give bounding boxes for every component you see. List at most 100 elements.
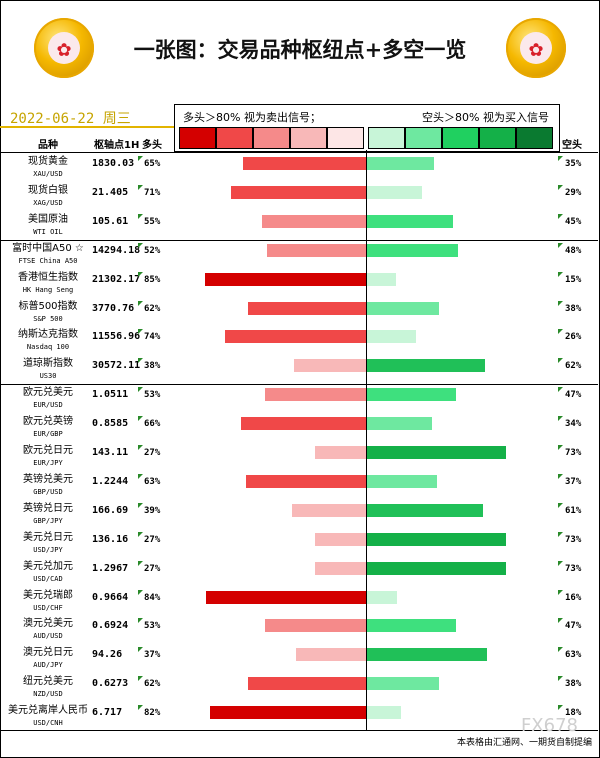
instrument-name-cn: 美国原油 xyxy=(28,213,68,225)
pct-marker-icon xyxy=(138,387,143,393)
pivot-value: 1.0511 xyxy=(92,389,129,401)
long-bar xyxy=(248,677,366,691)
pivot-value: 105.61 xyxy=(92,215,129,227)
pct-marker-icon xyxy=(558,300,563,306)
pct-marker-icon xyxy=(558,618,563,624)
instrument-code: EUR/USD xyxy=(33,401,63,410)
logo-right-icon: ✿ xyxy=(506,18,566,78)
instrument-name: 美元兑加元 USD/CAD xyxy=(8,561,88,585)
footer-note: 本表格由汇通网、一期货自制提编 xyxy=(456,738,592,748)
pct-marker-icon xyxy=(138,676,143,682)
long-bar xyxy=(314,532,366,546)
instrument-name: 现货黄金 XAU/USD xyxy=(8,156,88,180)
instrument-code: AUD/USD xyxy=(33,632,63,641)
signal-legend: 多头＞80% 视为卖出信号； 空头＞80% 视为买入信号 xyxy=(174,104,560,152)
instrument-code: S&P 500 xyxy=(33,314,63,323)
long-pct-label: 37% xyxy=(144,650,161,661)
pct-marker-icon xyxy=(558,531,563,537)
legend-swatch-red-2 xyxy=(253,127,290,149)
instrument-name: 美国原油 WTI OIL xyxy=(8,214,88,238)
pct-marker-icon xyxy=(138,213,143,219)
long-bar xyxy=(242,157,366,170)
instrument-name: 富时中国A50 ☆ FTSE China A50 xyxy=(8,243,88,267)
long-bar xyxy=(293,359,366,373)
long-pct-label: 63% xyxy=(144,476,161,487)
instrument-name-cn: 道琼斯指数 xyxy=(23,358,73,370)
pct-marker-icon xyxy=(138,329,143,335)
long-bar xyxy=(206,590,366,604)
long-pct-label: 53% xyxy=(144,621,161,632)
short-pct-label: 73% xyxy=(565,534,582,545)
pivot-value: 143.11 xyxy=(92,447,129,458)
short-bar xyxy=(367,185,423,199)
long-bar xyxy=(267,243,366,257)
legend-swatch-red-3 xyxy=(290,127,327,149)
instrument-name-cn: 欧元兑英镑 xyxy=(23,416,73,428)
instrument-code: XAU/USD xyxy=(33,170,63,178)
instrument-name-cn: 美元兑离岸人民币 xyxy=(8,705,88,717)
pct-marker-icon xyxy=(558,242,563,248)
instrument-code: USD/JPY xyxy=(33,545,63,554)
long-pct-label: 65% xyxy=(144,159,161,169)
pct-marker-icon xyxy=(138,531,143,537)
instrument-name-cn: 纳斯达克指数 xyxy=(18,329,78,341)
header-divider xyxy=(0,152,598,153)
long-bar xyxy=(291,503,366,517)
short-pct-label: 61% xyxy=(565,505,582,516)
short-pct-label: 29% xyxy=(565,187,582,198)
instrument-code: FTSE China A50 xyxy=(18,256,78,265)
short-pct-label: 38% xyxy=(565,303,582,314)
header-name: 品种 xyxy=(38,140,58,151)
pivot-value: 0.9664 xyxy=(92,591,129,603)
long-bar xyxy=(240,417,366,431)
long-bar xyxy=(314,561,366,575)
long-pct-label: 27% xyxy=(144,448,161,458)
instrument-name-cn: 美元兑加元 xyxy=(23,560,73,572)
instrument-name-cn: 英镑兑日元 xyxy=(23,502,73,514)
pct-marker-icon xyxy=(138,502,143,508)
instrument-name-cn: 富时中国A50 ☆ xyxy=(12,242,84,254)
instrument-name: 纳斯达克指数 Nasdaq 100 xyxy=(8,329,88,353)
pivot-value: 6.717 xyxy=(92,707,123,719)
instrument-name: 欧元兑英镑 EUR/GBP xyxy=(8,416,88,440)
short-pct-label: 26% xyxy=(565,332,582,343)
legend-swatch-red-4 xyxy=(327,127,364,149)
pct-marker-icon xyxy=(558,676,563,682)
short-bar xyxy=(367,243,459,257)
pct-marker-icon xyxy=(558,473,563,479)
pivot-value: 0.6273 xyxy=(92,678,129,690)
long-pct-label: 85% xyxy=(144,274,161,285)
group-divider xyxy=(0,239,598,241)
pct-marker-icon xyxy=(138,618,143,624)
pct-marker-icon xyxy=(138,271,143,277)
short-pct-label: 34% xyxy=(565,419,582,430)
instrument-name: 标普500指数 S&P 500 xyxy=(8,301,88,325)
table-bottom-line xyxy=(0,730,598,731)
long-pct-label: 62% xyxy=(144,679,161,690)
legend-swatch-red-0 xyxy=(179,127,216,149)
pct-marker-icon xyxy=(558,560,563,566)
long-bar xyxy=(265,619,366,633)
instrument-code: EUR/GBP xyxy=(33,430,63,439)
logo-left-icon: ✿ xyxy=(34,18,94,78)
legend-swatch-green-0 xyxy=(368,127,405,149)
pct-marker-icon xyxy=(138,647,143,653)
instrument-code: WTI OIL xyxy=(33,227,63,236)
pct-marker-icon xyxy=(558,156,563,161)
instrument-name: 澳元兑美元 AUD/USD xyxy=(8,618,88,642)
long-pct-label: 27% xyxy=(144,534,161,545)
pct-marker-icon xyxy=(558,387,563,393)
long-bar xyxy=(210,706,366,720)
instrument-name-cn: 欧元兑日元 xyxy=(23,445,73,456)
short-pct-label: 37% xyxy=(565,476,582,487)
group-divider xyxy=(0,384,598,386)
instrument-name: 澳元兑日元 AUD/JPY xyxy=(8,647,88,671)
legend-short-text: 空头＞80% 视为买入信号 xyxy=(422,111,549,124)
pivot-value: 0.6924 xyxy=(92,620,129,632)
long-pct-label: 27% xyxy=(144,563,161,574)
instrument-name-cn: 英镑兑美元 xyxy=(23,473,73,485)
instrument-name: 美元兑离岸人民币 USD/CNH xyxy=(8,705,88,729)
short-bar xyxy=(367,157,434,170)
long-pct-label: 53% xyxy=(144,390,161,401)
long-pct-label: 84% xyxy=(144,592,161,603)
